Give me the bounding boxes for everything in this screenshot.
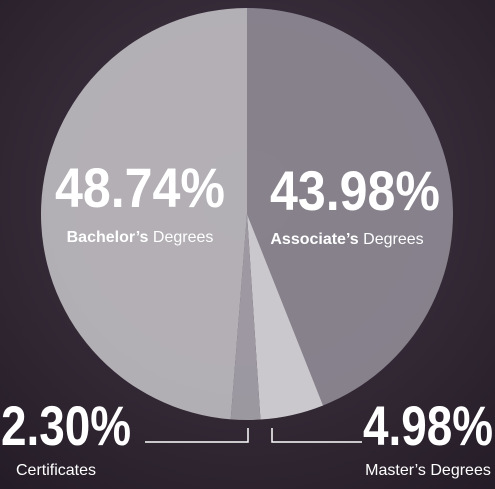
value-label: 2.30% <box>1 394 131 457</box>
category-label: Bachelor’s Degrees <box>67 229 214 246</box>
category-label: Master’s Degrees <box>365 462 491 479</box>
value-label: 43.98% <box>270 159 440 222</box>
category-label: Associate’s Degrees <box>270 231 423 248</box>
value-label: 48.74% <box>55 156 225 219</box>
category-label: Certificates <box>16 462 96 479</box>
chart: 43.98% Associate’s Degrees 4.98% Master’s D… <box>0 0 495 489</box>
value-label: 4.98% <box>363 394 493 457</box>
